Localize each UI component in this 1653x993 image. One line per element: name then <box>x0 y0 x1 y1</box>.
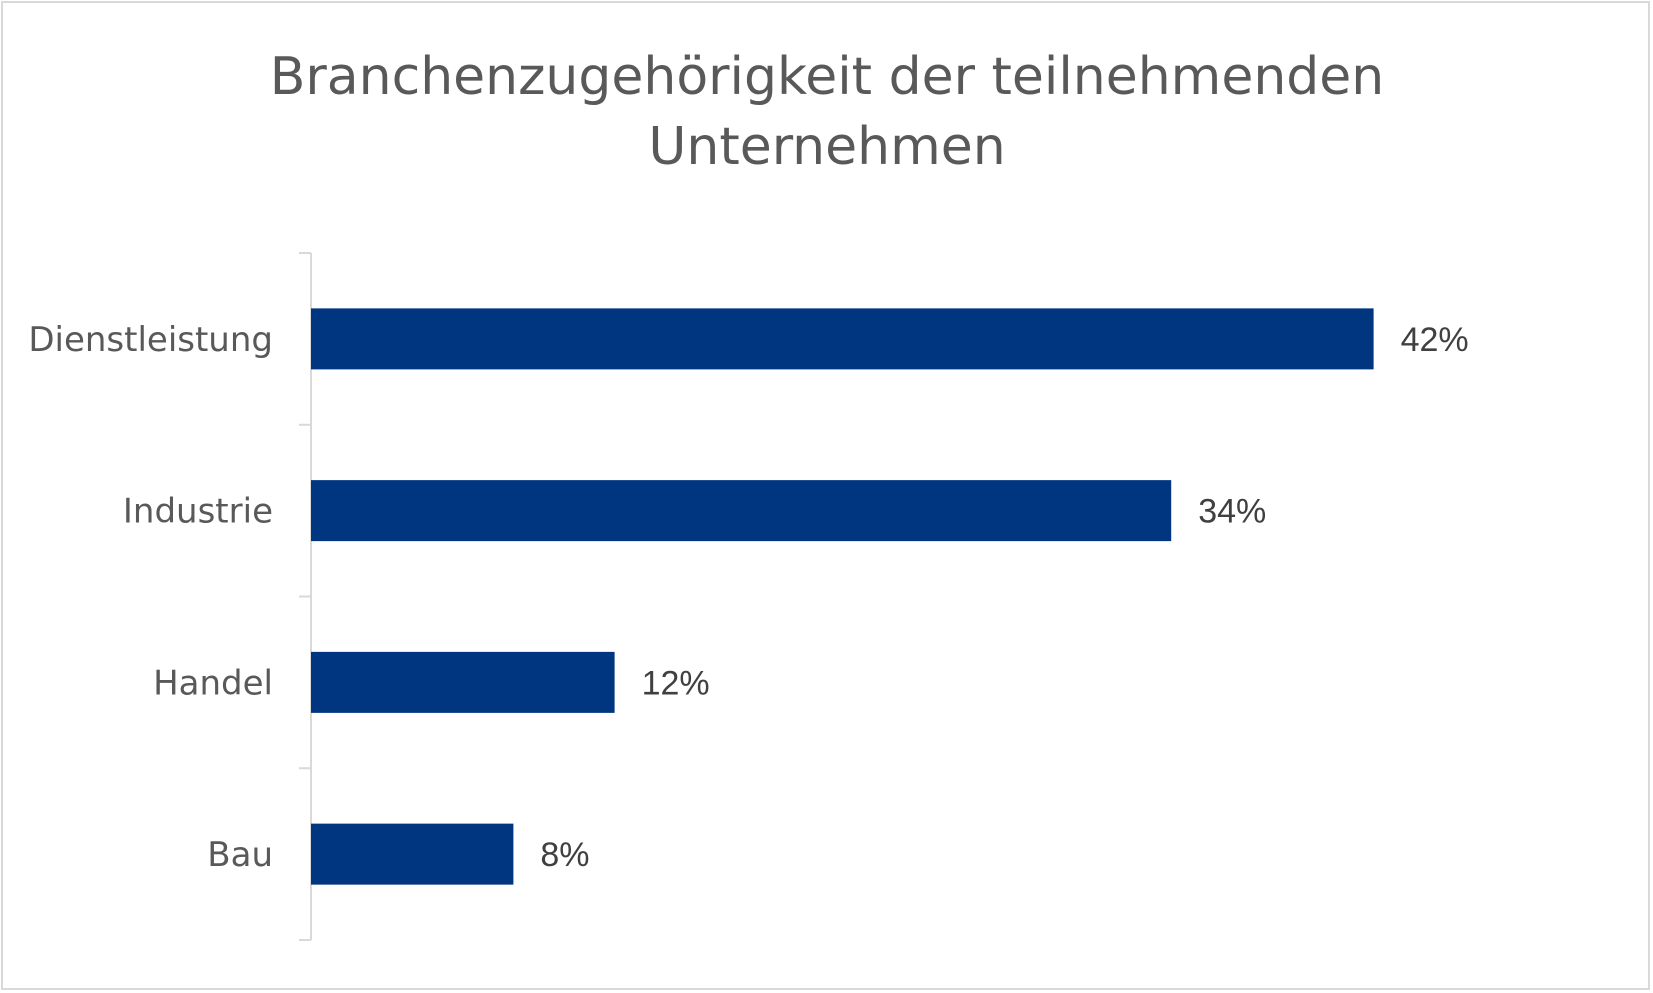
bar-chart: Branchenzugehörigkeit der teilnehmenden … <box>28 47 1469 941</box>
chart-title-line-1: Branchenzugehörigkeit der teilnehmenden <box>270 47 1385 107</box>
category-label: Dienstleistung <box>28 320 273 360</box>
category-label: Bau <box>207 835 273 875</box>
bar-bau <box>311 823 514 885</box>
labels: Dienstleistung 42% Industrie 34% Handel 12% Ba… <box>28 320 1468 875</box>
data-label: 8% <box>540 836 589 874</box>
category-label: Handel <box>153 663 273 703</box>
y-axis <box>299 252 312 941</box>
bars <box>311 308 1374 885</box>
bar-handel <box>311 651 615 713</box>
category-label: Industrie <box>123 492 273 532</box>
data-label: 42% <box>1401 321 1469 359</box>
bar-industrie <box>311 480 1172 542</box>
bar-dienstleistung <box>311 308 1374 370</box>
data-label: 12% <box>642 664 710 702</box>
data-label: 34% <box>1198 493 1266 531</box>
chart-title-line-2: Unternehmen <box>648 117 1005 177</box>
